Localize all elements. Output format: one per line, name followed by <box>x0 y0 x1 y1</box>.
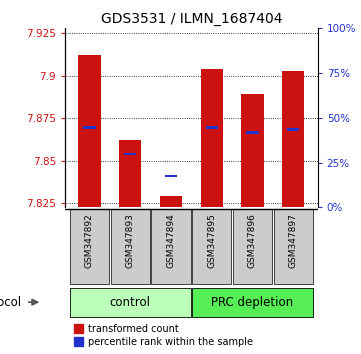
Bar <box>165 175 177 177</box>
Title: GDS3531 / ILMN_1687404: GDS3531 / ILMN_1687404 <box>101 12 282 26</box>
Bar <box>282 71 304 207</box>
FancyBboxPatch shape <box>192 209 231 285</box>
Text: GSM347892: GSM347892 <box>85 213 94 268</box>
Text: GSM347895: GSM347895 <box>207 213 216 268</box>
Bar <box>124 153 136 155</box>
Text: GSM347894: GSM347894 <box>166 213 175 268</box>
Bar <box>200 69 223 207</box>
Bar <box>246 131 258 134</box>
FancyBboxPatch shape <box>151 209 191 285</box>
Bar <box>241 95 264 207</box>
Text: GSM347896: GSM347896 <box>248 213 257 268</box>
Bar <box>160 196 182 207</box>
FancyBboxPatch shape <box>70 288 191 317</box>
Text: protocol: protocol <box>0 296 22 309</box>
FancyBboxPatch shape <box>274 209 313 285</box>
FancyBboxPatch shape <box>233 209 272 285</box>
Bar <box>119 140 142 207</box>
Bar <box>83 126 96 129</box>
Legend: transformed count, percentile rank within the sample: transformed count, percentile rank withi… <box>70 320 257 351</box>
Bar <box>206 126 218 129</box>
FancyBboxPatch shape <box>110 209 150 285</box>
Bar <box>78 56 101 207</box>
Text: control: control <box>110 296 151 309</box>
FancyBboxPatch shape <box>70 209 109 285</box>
Text: GSM347897: GSM347897 <box>289 213 298 268</box>
Text: GSM347893: GSM347893 <box>126 213 135 268</box>
Bar <box>287 128 299 131</box>
Text: PRC depletion: PRC depletion <box>212 296 293 309</box>
FancyBboxPatch shape <box>192 288 313 317</box>
